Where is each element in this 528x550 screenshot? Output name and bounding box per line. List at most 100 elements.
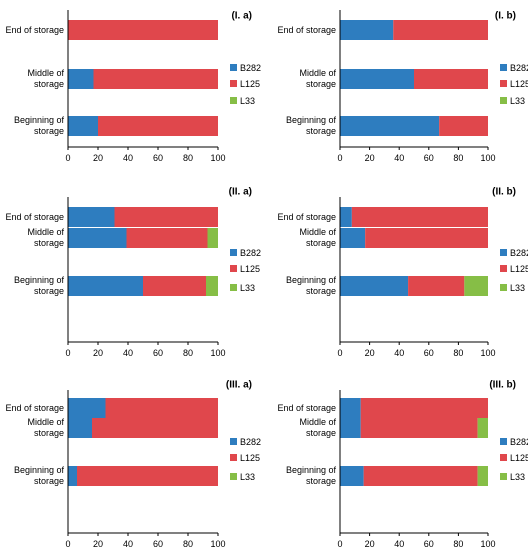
x-tick-label: 80 (183, 539, 193, 549)
legend-label: L33 (510, 472, 525, 482)
category-label: Middle of storage (27, 68, 64, 89)
x-tick-label: 20 (93, 348, 103, 358)
x-tick-label: 20 (365, 539, 375, 549)
legend-label: L125 (510, 264, 528, 274)
bar-segment-l125 (68, 20, 218, 40)
legend-label: B282 (240, 437, 261, 447)
bar-segment-l125 (105, 398, 218, 418)
legend-swatch-b282 (500, 64, 507, 71)
bar-segment-l33 (477, 418, 488, 438)
x-tick-label: 60 (153, 153, 163, 163)
legend-label: B282 (510, 63, 528, 73)
category-label: Middle of storage (27, 417, 64, 438)
chart-title: (I. a) (231, 10, 252, 21)
x-tick-label: 40 (123, 153, 133, 163)
bar-segment-l125 (143, 276, 206, 296)
category-label: End of storage (277, 403, 336, 413)
x-tick-label: 100 (210, 153, 225, 163)
x-tick-label: 100 (210, 539, 225, 549)
category-label: Beginning of storage (286, 275, 337, 296)
legend-swatch-l125 (230, 265, 237, 272)
legend-swatch-b282 (230, 438, 237, 445)
bar-segment-l125 (414, 69, 488, 89)
legend-swatch-l125 (500, 454, 507, 461)
category-label: Middle of storage (27, 227, 64, 248)
category-label: Beginning of storage (286, 465, 337, 486)
bar-segment-b282 (340, 207, 352, 227)
legend-label: L33 (510, 283, 525, 293)
category-label: Middle of storage (299, 417, 336, 438)
bar-segment-l33 (477, 466, 488, 486)
x-tick-label: 40 (394, 348, 404, 358)
bar-segment-l125 (360, 418, 478, 438)
x-tick-label: 0 (65, 539, 70, 549)
x-tick-label: 0 (337, 539, 342, 549)
bar-segment-l125 (114, 207, 218, 227)
bar-segment-b282 (68, 69, 94, 89)
bar-segment-b282 (68, 466, 77, 486)
x-tick-label: 100 (480, 153, 495, 163)
x-tick-label: 0 (337, 348, 342, 358)
chart-panel: (III. a) Beginning of storage Middle of stor… (5, 379, 261, 549)
legend-label: L33 (240, 96, 255, 106)
legend-swatch-b282 (500, 438, 507, 445)
bar-segment-l125 (98, 116, 218, 136)
category-label: Beginning of storage (14, 465, 65, 486)
category-label: End of storage (5, 403, 64, 413)
chart-title: (II. a) (229, 186, 252, 197)
category-label: Middle of storage (299, 68, 336, 89)
x-tick-label: 100 (210, 348, 225, 358)
bar-segment-b282 (340, 276, 409, 296)
x-tick-label: 100 (480, 539, 495, 549)
bar-segment-l125 (408, 276, 465, 296)
legend-swatch-l33 (230, 97, 237, 104)
legend-swatch-l33 (500, 284, 507, 291)
x-tick-label: 20 (365, 348, 375, 358)
x-tick-label: 80 (183, 348, 193, 358)
legend-swatch-l125 (230, 80, 237, 87)
bar-segment-l125 (393, 20, 488, 40)
x-tick-label: 20 (93, 539, 103, 549)
x-tick-label: 40 (394, 153, 404, 163)
category-label: End of storage (5, 25, 64, 35)
legend-swatch-b282 (230, 64, 237, 71)
category-label: End of storage (277, 212, 336, 222)
legend-label: L33 (240, 472, 255, 482)
legend-label: B282 (510, 437, 528, 447)
x-tick-label: 0 (65, 153, 70, 163)
chart-title: (I. b) (495, 10, 516, 21)
bar-segment-b282 (68, 276, 143, 296)
bar-segment-b282 (68, 398, 106, 418)
x-tick-label: 60 (424, 539, 434, 549)
legend-label: L125 (510, 79, 528, 89)
legend-swatch-b282 (500, 249, 507, 256)
legend-swatch-l33 (500, 97, 507, 104)
x-tick-label: 100 (480, 348, 495, 358)
chart-panel: (I. a) Beginning of storage Middle of storag… (5, 10, 261, 163)
bar-segment-l125 (77, 466, 218, 486)
legend-swatch-l125 (500, 80, 507, 87)
x-tick-label: 80 (453, 153, 463, 163)
category-label: End of storage (277, 25, 336, 35)
legend-label: L125 (240, 453, 260, 463)
bar-segment-b282 (340, 69, 414, 89)
x-tick-label: 80 (453, 539, 463, 549)
x-tick-label: 60 (424, 348, 434, 358)
bar-segment-l125 (126, 228, 208, 248)
bar-segment-b282 (68, 418, 92, 438)
legend-swatch-l125 (230, 454, 237, 461)
legend-label: B282 (510, 248, 528, 258)
chart-panel: (II. b) Beginning of storage Middle of stora… (277, 186, 528, 358)
legend-swatch-l125 (500, 265, 507, 272)
bar-segment-b282 (340, 20, 394, 40)
category-label: Middle of storage (299, 227, 336, 248)
chart-title: (III. a) (226, 379, 252, 390)
bar-segment-l125 (360, 398, 488, 418)
bar-segment-l33 (206, 276, 218, 296)
chart-panel: (I. b) Beginning of storage Middle of storag… (277, 10, 528, 163)
bar-segment-b282 (340, 398, 361, 418)
bar-segment-l125 (351, 207, 488, 227)
legend-swatch-l33 (230, 473, 237, 480)
x-tick-label: 20 (93, 153, 103, 163)
